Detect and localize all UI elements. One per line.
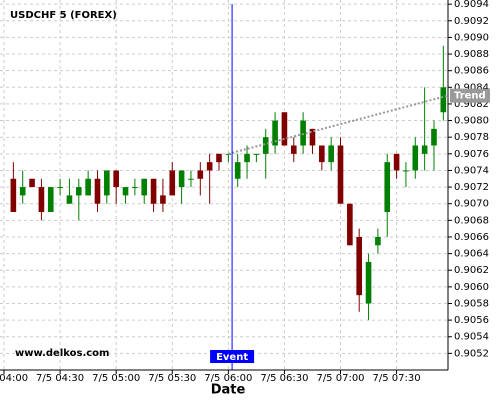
- y-tick-label: 0.9090: [454, 32, 489, 43]
- candle-body: [150, 178, 157, 204]
- y-tick-label: 0.9064: [454, 249, 489, 260]
- candle-body: [29, 178, 35, 188]
- candle-body: [244, 153, 250, 163]
- candle-body: [281, 112, 288, 146]
- chart-title: USDCHF 5 (FOREX): [10, 10, 117, 21]
- y-tick-label: 0.9092: [454, 16, 489, 27]
- candle-body: [178, 170, 185, 188]
- candle-body: [38, 187, 45, 213]
- x-tick-label: 7/5 06:00: [204, 373, 252, 384]
- y-tick-label: 0.9062: [454, 265, 489, 276]
- candle-body: [122, 187, 129, 196]
- event-label-box: [210, 350, 255, 363]
- candle-body: [375, 236, 381, 246]
- y-tick-label: 0.9058: [454, 298, 489, 309]
- y-tick-label: 0.9070: [454, 199, 489, 210]
- candle-body: [169, 170, 176, 196]
- candle-body: [319, 145, 325, 163]
- candle-body: [132, 187, 138, 189]
- candle-body: [188, 178, 194, 180]
- candle-body: [412, 145, 419, 171]
- y-tick-label: 0.9072: [454, 182, 489, 193]
- y-tick-label: 0.9078: [454, 132, 489, 143]
- candle-body: [85, 178, 91, 196]
- trend-line: [228, 94, 449, 155]
- y-tick-label: 0.9066: [454, 232, 489, 243]
- candle-body: [393, 153, 400, 171]
- candle-body: [272, 120, 278, 146]
- candle-body: [440, 87, 447, 113]
- candle-body: [309, 128, 316, 146]
- x-tick-label: 7/5 07:00: [316, 373, 364, 384]
- candle-body: [384, 162, 391, 213]
- candle-body: [113, 170, 119, 188]
- y-tick-label: 0.9086: [454, 66, 489, 77]
- candle-body: [141, 178, 148, 196]
- candle-body: [234, 162, 241, 179]
- candle-body: [160, 195, 166, 204]
- y-tick-label: 0.9080: [454, 116, 489, 127]
- x-tick-label: 7/5 05:00: [92, 373, 140, 384]
- candle-body: [403, 170, 409, 172]
- candle-body: [253, 153, 260, 155]
- trend-label: Trend: [454, 91, 486, 102]
- event-label: Event: [216, 352, 248, 363]
- x-tick-label: 7/5 06:30: [260, 373, 308, 384]
- candle-body: [216, 153, 222, 163]
- candle-body: [365, 261, 372, 304]
- candle-body: [57, 187, 63, 189]
- candle-body: [19, 187, 26, 196]
- candle-body: [47, 187, 54, 213]
- candle-body: [431, 128, 437, 146]
- grid: [0, 0, 448, 370]
- candle-body: [66, 195, 73, 204]
- candle-body: [94, 178, 101, 204]
- candle-body: [104, 170, 110, 196]
- x-axis-label: Date: [211, 383, 246, 398]
- y-tick-label: 0.9052: [454, 348, 489, 359]
- candle-body: [10, 178, 17, 213]
- x-tick-label: 7/5 05:30: [148, 373, 196, 384]
- candle-body: [328, 145, 334, 163]
- y-tick-label: 0.9068: [454, 215, 489, 226]
- y-tick-label: 0.9074: [454, 165, 489, 176]
- x-tick-label: 7/5 04:00: [0, 373, 28, 384]
- candle-body: [197, 170, 204, 179]
- x-tick-label: 7/5 07:30: [373, 373, 421, 384]
- candle-body: [290, 145, 297, 154]
- y-tick-label: 0.9054: [454, 332, 489, 343]
- watermark: www.delkos.com: [15, 348, 109, 359]
- candle-body: [347, 203, 353, 246]
- candle-body: [75, 187, 82, 196]
- y-tick-label: 0.9060: [454, 282, 489, 293]
- plot: [10, 45, 449, 321]
- candle-body: [356, 236, 363, 296]
- y-tick-label: 0.9084: [454, 82, 489, 93]
- trend-label-box: [450, 88, 490, 103]
- candle-body: [262, 137, 269, 154]
- y-tick-label: 0.9094: [454, 0, 489, 10]
- candle-body: [421, 145, 428, 154]
- y-tick-label: 0.9082: [454, 99, 489, 110]
- y-tick-label: 0.9088: [454, 49, 489, 60]
- y-tick-label: 0.9056: [454, 315, 489, 326]
- y-tick-label: 0.9076: [454, 149, 489, 160]
- candle-body: [206, 162, 213, 171]
- candle-body: [225, 153, 232, 155]
- x-tick-label: 7/5 04:30: [36, 373, 84, 384]
- candle-body: [337, 145, 344, 204]
